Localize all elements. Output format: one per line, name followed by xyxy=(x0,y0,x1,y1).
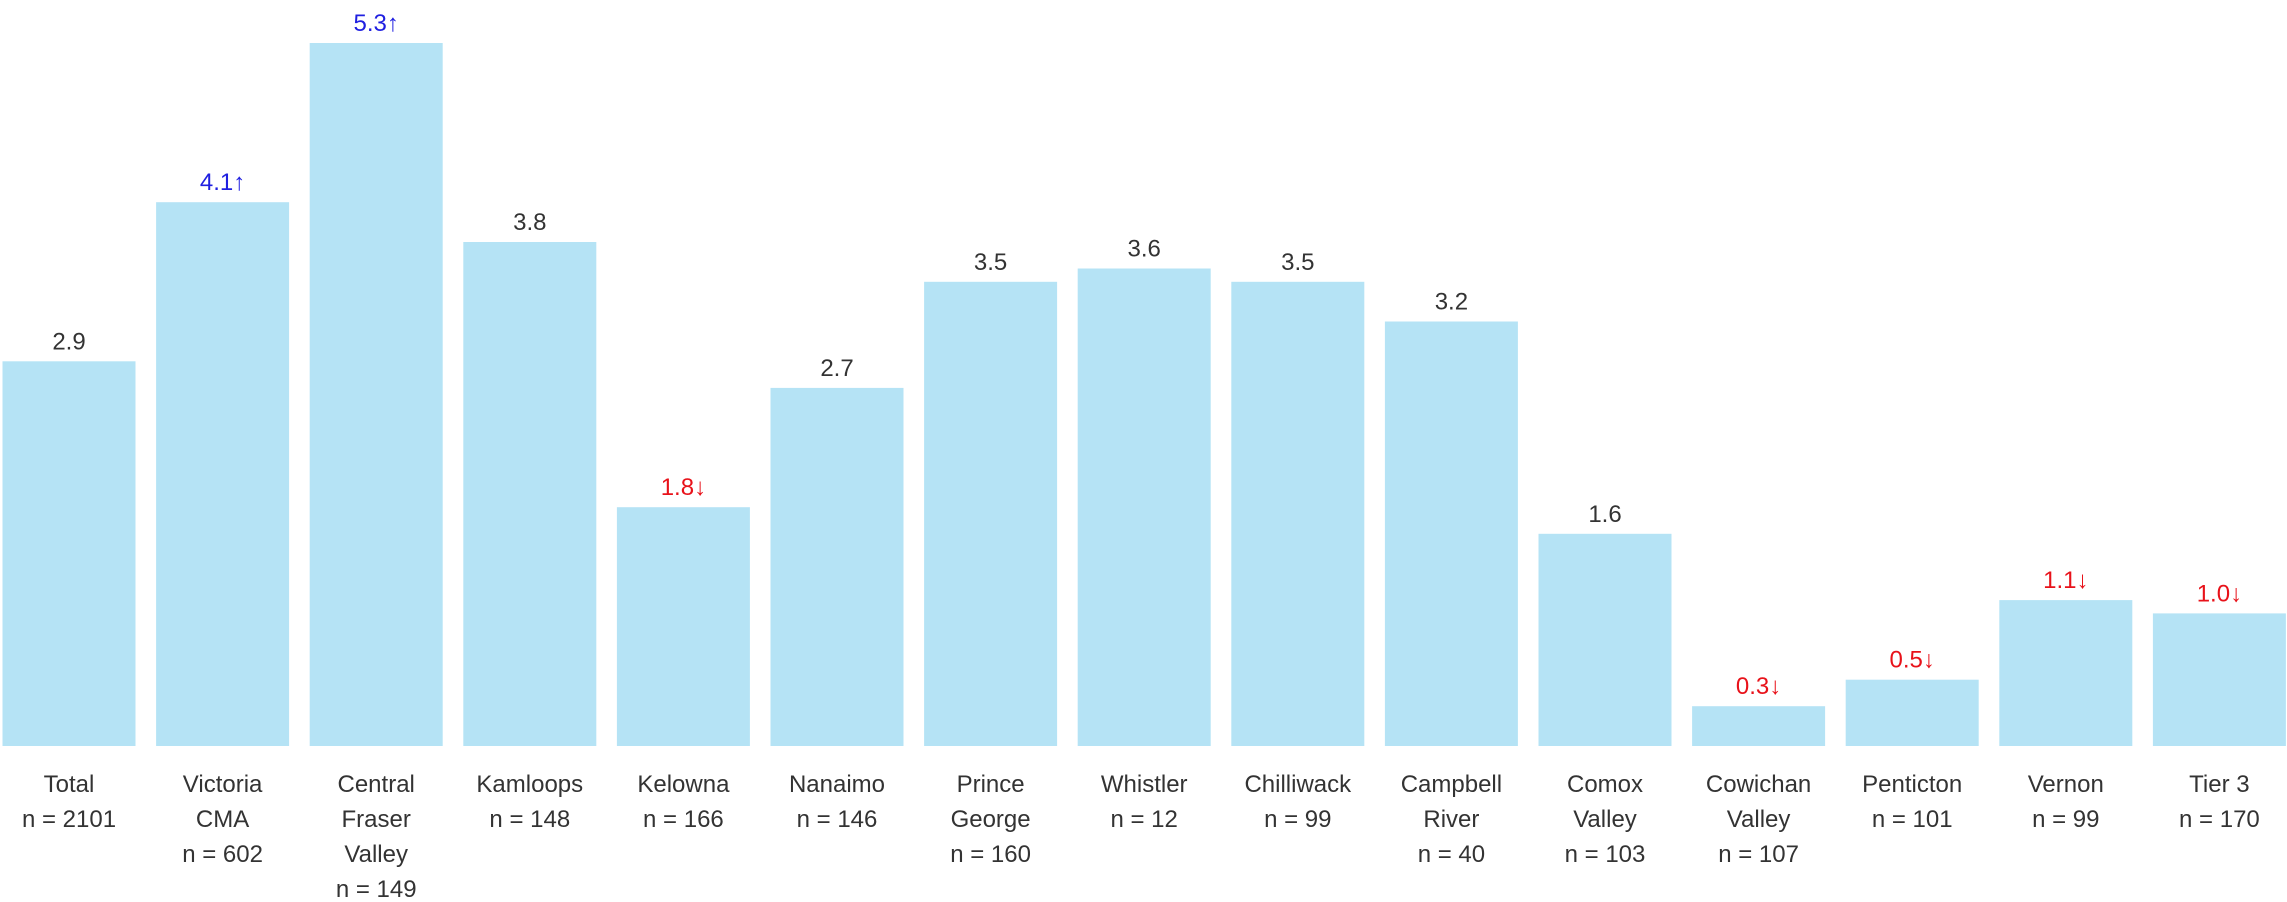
category-label-4-line-1: n = 166 xyxy=(643,806,724,833)
category-label-8: Chilliwack n = 99 xyxy=(1244,771,1352,833)
category-label-0-line-0: Total xyxy=(44,771,95,798)
category-label-13-line-1: n = 99 xyxy=(2032,806,2099,833)
value-label-1: 4.1↑ xyxy=(200,169,245,196)
category-label-2: Central Fraser Valley n = 149 xyxy=(336,771,417,902)
category-label-6-line-0: Prince xyxy=(957,771,1025,798)
value-label-6: 3.5 xyxy=(974,249,1007,276)
category-label-3-line-1: n = 148 xyxy=(489,806,570,833)
bar-9 xyxy=(1384,321,1518,746)
category-label-12-line-1: n = 101 xyxy=(1872,806,1953,833)
category-label-14-line-1: n = 170 xyxy=(2179,806,2260,833)
category-label-3-line-0: Kamloops xyxy=(476,771,583,798)
bar-5 xyxy=(770,387,904,746)
category-label-0: Total n = 2101 xyxy=(22,771,116,833)
category-label-13: Vernon n = 99 xyxy=(2028,771,2104,833)
value-labels-layer: 2.9 4.1↑ 5.3↑ 3.8 1.8↓ 2.7 3.5 3.6 3.5 3.2 1.6 0.3↓… xyxy=(52,10,2242,700)
category-label-13-line-0: Vernon xyxy=(2028,771,2104,798)
category-label-5: Nanaimo n = 146 xyxy=(789,771,885,833)
value-label-10: 1.6 xyxy=(1588,501,1621,528)
category-labels-layer: Total n = 2101 Victoria CMA n = 602 Central Fr… xyxy=(22,771,2260,902)
category-label-11-line-1: Valley xyxy=(1727,806,1791,833)
value-label-4: 1.8↓ xyxy=(661,474,706,501)
category-label-9-line-1: River xyxy=(1423,806,1479,833)
bar-7 xyxy=(1077,268,1211,746)
category-label-14: Tier 3 n = 170 xyxy=(2179,771,2260,833)
category-label-9-line-2: n = 40 xyxy=(1418,841,1485,868)
category-label-5-line-0: Nanaimo xyxy=(789,771,885,798)
bar-6 xyxy=(924,281,1058,746)
category-label-0-line-1: n = 2101 xyxy=(22,806,116,833)
value-label-2: 5.3↑ xyxy=(354,10,399,37)
category-label-12: Penticton n = 101 xyxy=(1862,771,1962,833)
category-label-14-line-0: Tier 3 xyxy=(2189,771,2249,798)
category-label-7-line-1: n = 12 xyxy=(1110,806,1177,833)
bar-0 xyxy=(2,361,136,746)
value-label-3: 3.8 xyxy=(513,209,546,236)
value-label-14: 1.0↓ xyxy=(2197,580,2242,607)
category-label-7-line-0: Whistler xyxy=(1101,771,1188,798)
category-label-2-line-3: n = 149 xyxy=(336,876,417,902)
bar-12 xyxy=(1845,679,1979,746)
category-label-4: Kelowna n = 166 xyxy=(637,771,730,833)
bar-13 xyxy=(1999,600,2133,746)
category-label-1-line-0: Victoria xyxy=(183,771,263,798)
bars-layer xyxy=(2,43,2286,746)
category-label-4-line-0: Kelowna xyxy=(637,771,730,798)
value-label-0: 2.9 xyxy=(52,328,85,355)
bar-1 xyxy=(156,202,290,746)
bar-2 xyxy=(309,43,443,746)
bar-10 xyxy=(1538,533,1672,746)
category-label-10-line-1: Valley xyxy=(1573,806,1637,833)
category-label-7: Whistler n = 12 xyxy=(1101,771,1188,833)
bar-14 xyxy=(2152,613,2286,746)
category-label-10: Comox Valley n = 103 xyxy=(1565,771,1646,868)
category-label-10-line-0: Comox xyxy=(1567,771,1643,798)
value-label-9: 3.2 xyxy=(1435,289,1468,316)
category-label-6: Prince George n = 160 xyxy=(950,771,1031,868)
category-label-12-line-0: Penticton xyxy=(1862,771,1962,798)
category-label-1-line-2: n = 602 xyxy=(182,841,263,868)
category-label-6-line-1: George xyxy=(951,806,1031,833)
category-label-10-line-2: n = 103 xyxy=(1565,841,1646,868)
category-label-1: Victoria CMA n = 602 xyxy=(182,771,263,868)
category-label-2-line-1: Fraser xyxy=(342,806,411,833)
category-label-2-line-0: Central xyxy=(338,771,415,798)
category-label-3: Kamloops n = 148 xyxy=(476,771,583,833)
value-label-13: 1.1↓ xyxy=(2043,567,2088,594)
bar-3 xyxy=(463,242,597,746)
category-label-8-line-1: n = 99 xyxy=(1264,806,1331,833)
category-label-11: Cowichan Valley n = 107 xyxy=(1706,771,1811,868)
category-label-9-line-0: Campbell xyxy=(1401,771,1502,798)
value-label-5: 2.7 xyxy=(820,355,853,382)
value-label-12: 0.5↓ xyxy=(1890,647,1935,674)
value-label-7: 3.6 xyxy=(1128,236,1161,263)
category-label-11-line-2: n = 107 xyxy=(1718,841,1799,868)
category-label-11-line-0: Cowichan xyxy=(1706,771,1811,798)
bar-4 xyxy=(616,507,750,746)
bar-11 xyxy=(1692,706,1826,746)
value-label-11: 0.3↓ xyxy=(1736,673,1781,700)
value-label-8: 3.5 xyxy=(1281,249,1314,276)
category-label-1-line-1: CMA xyxy=(196,806,249,833)
category-label-5-line-1: n = 146 xyxy=(797,806,878,833)
category-label-9: Campbell River n = 40 xyxy=(1401,771,1502,868)
category-label-6-line-2: n = 160 xyxy=(950,841,1031,868)
category-label-8-line-0: Chilliwack xyxy=(1244,771,1352,798)
bar-8 xyxy=(1231,281,1365,746)
category-label-2-line-2: Valley xyxy=(344,841,408,868)
